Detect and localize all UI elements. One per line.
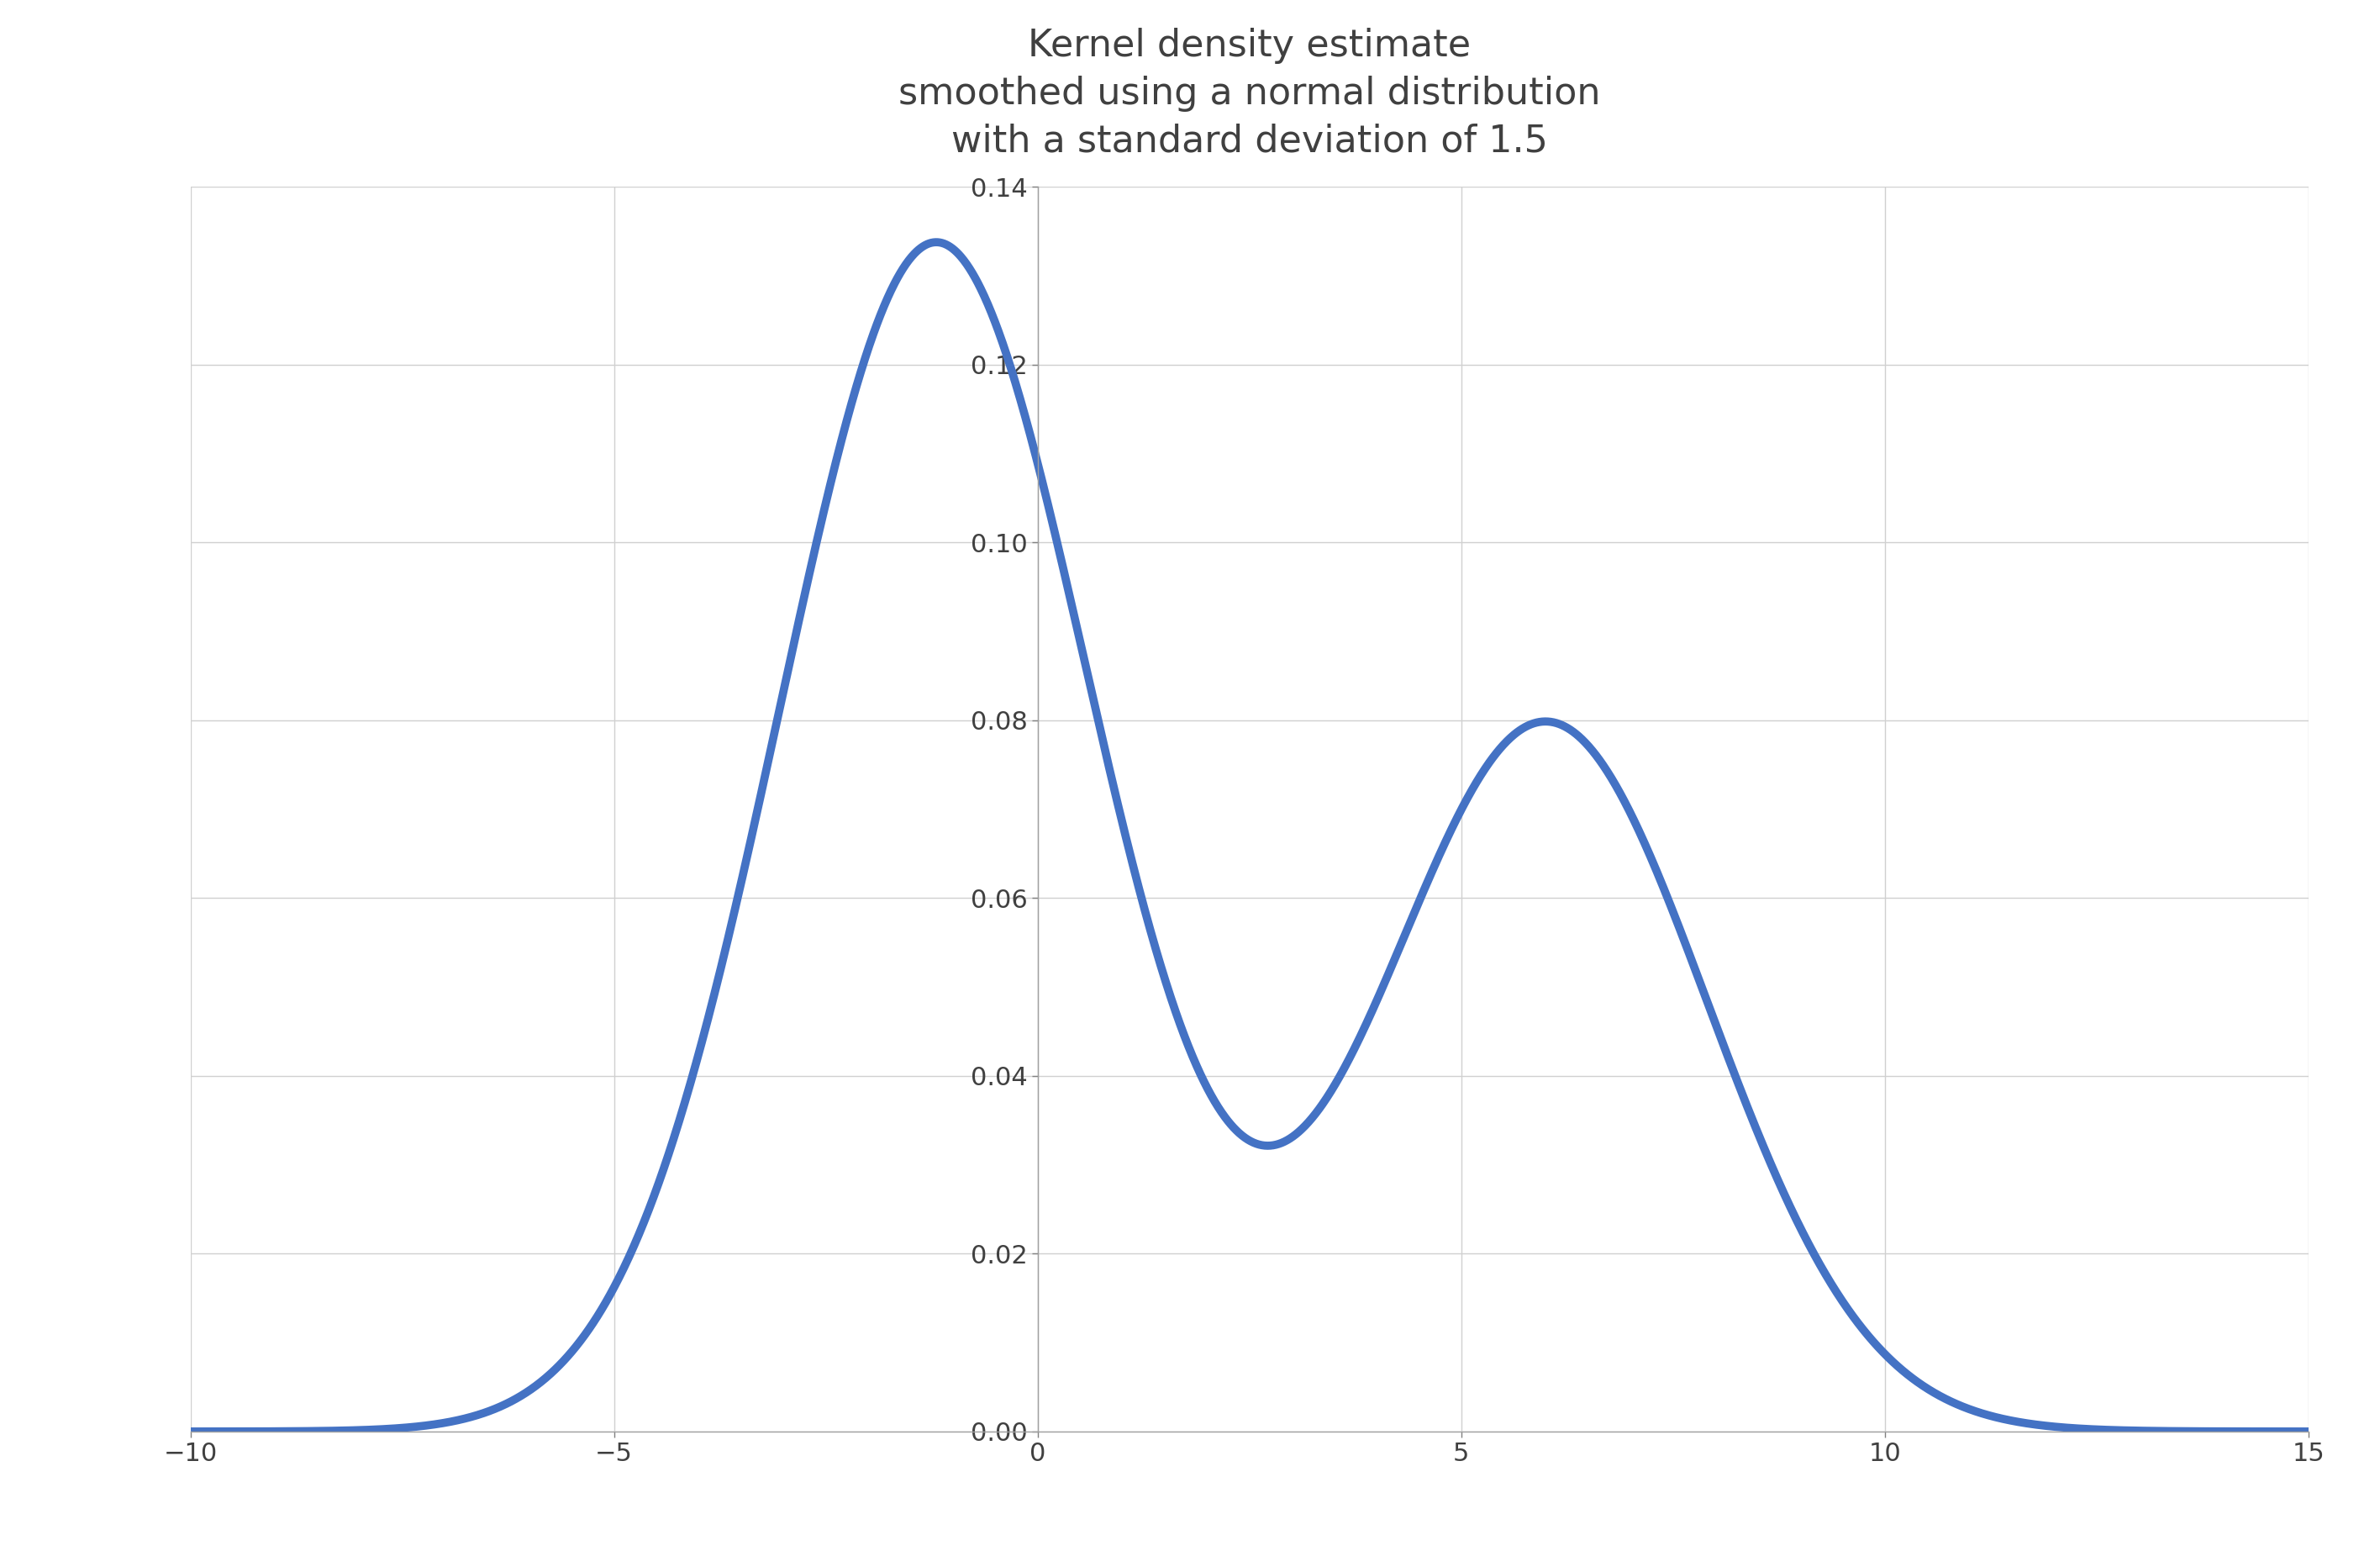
Title: Kernel density estimate
smoothed using a normal distribution
with a standard dev: Kernel density estimate smoothed using a… [897, 28, 1602, 159]
